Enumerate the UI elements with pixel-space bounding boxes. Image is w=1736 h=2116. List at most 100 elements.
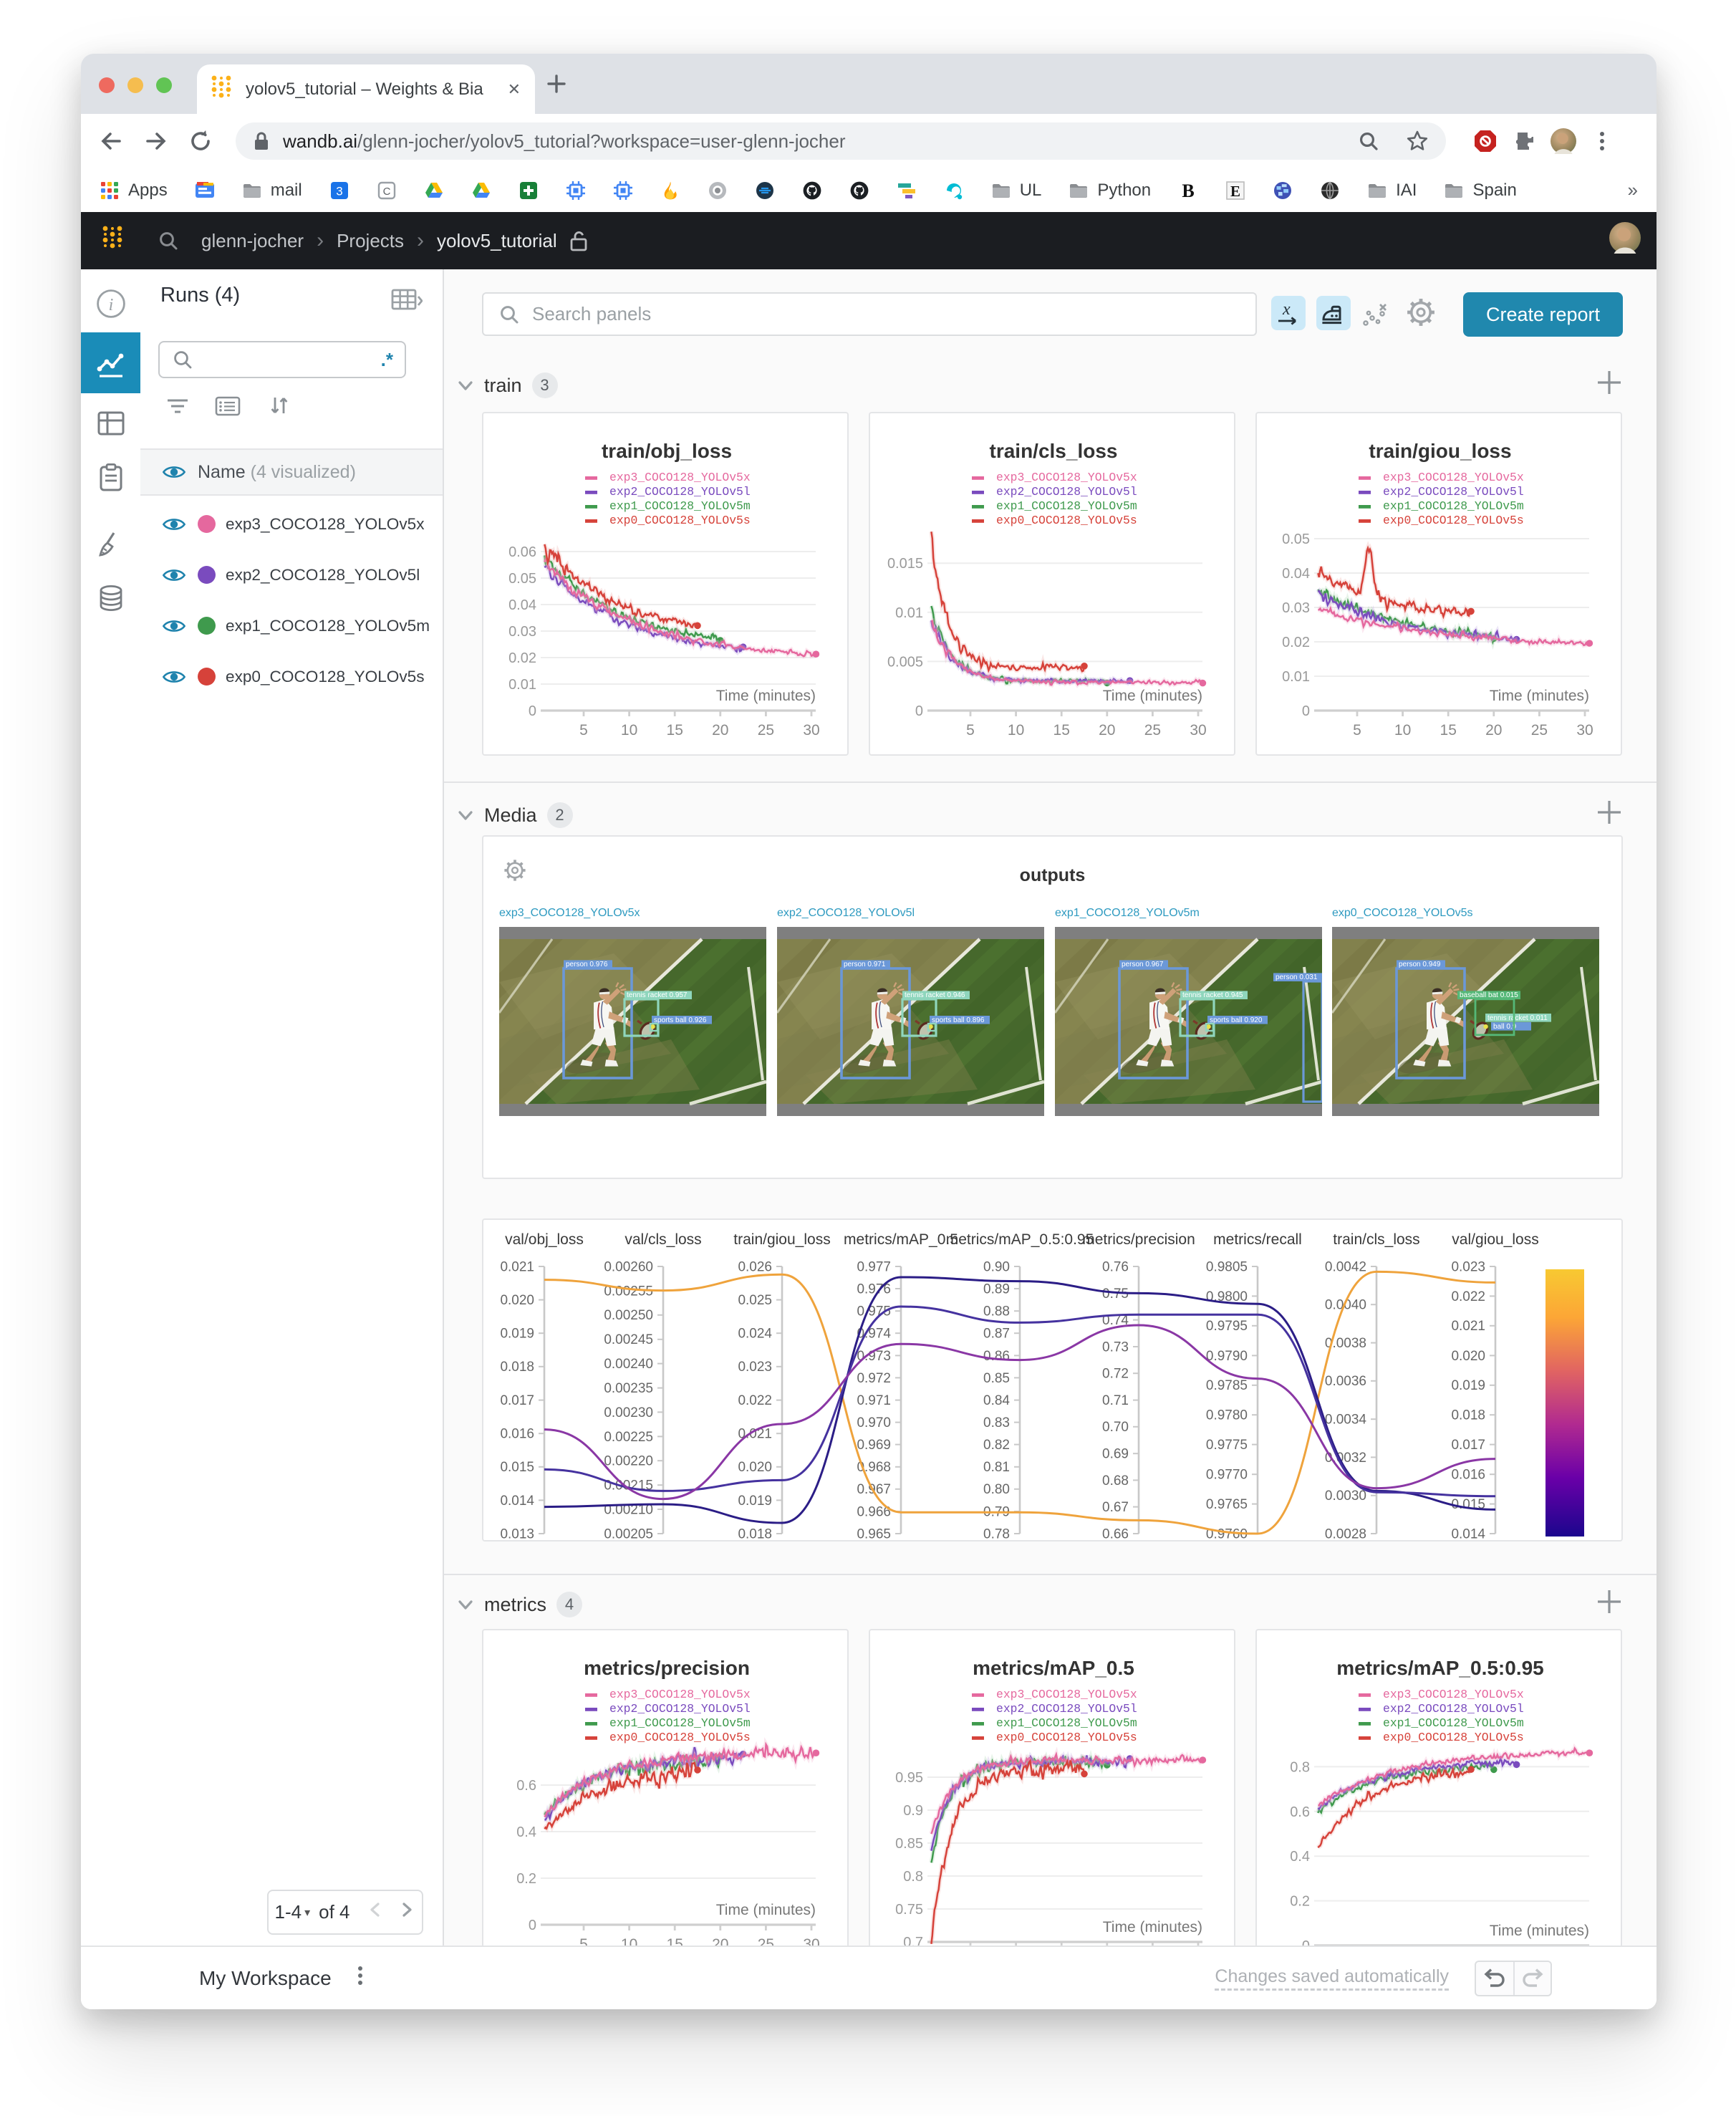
svg-text:0.02: 0.02 bbox=[508, 650, 536, 666]
svg-text:0.020: 0.020 bbox=[738, 1460, 772, 1475]
svg-text:0.972: 0.972 bbox=[857, 1371, 891, 1386]
svg-text:0.68: 0.68 bbox=[1102, 1473, 1129, 1489]
svg-text:0: 0 bbox=[529, 703, 536, 719]
svg-text:15: 15 bbox=[1440, 722, 1457, 739]
svg-text:25: 25 bbox=[1531, 722, 1548, 739]
svg-text:20: 20 bbox=[1485, 722, 1502, 739]
svg-text:0.84: 0.84 bbox=[983, 1393, 1010, 1408]
svg-text:sports ball 0.926: sports ball 0.926 bbox=[654, 1016, 707, 1024]
svg-text:0.82: 0.82 bbox=[983, 1438, 1010, 1453]
svg-text:5: 5 bbox=[579, 1936, 588, 1946]
svg-text:metrics/precision: metrics/precision bbox=[1082, 1231, 1195, 1248]
svg-text:exp3_COCO128_YOLOv5x: exp3_COCO128_YOLOv5x bbox=[996, 1688, 1137, 1701]
svg-text:0.04: 0.04 bbox=[508, 597, 536, 613]
svg-text:25: 25 bbox=[758, 722, 774, 739]
svg-text:0.9785: 0.9785 bbox=[1206, 1378, 1248, 1393]
svg-text:0.2: 0.2 bbox=[516, 1871, 536, 1887]
svg-text:0: 0 bbox=[915, 703, 923, 719]
svg-text:0.016: 0.016 bbox=[500, 1427, 534, 1442]
svg-text:metrics/mAP_0.5:0.95: metrics/mAP_0.5:0.95 bbox=[946, 1231, 1094, 1248]
svg-text:baseball bat 0.015: baseball bat 0.015 bbox=[1460, 991, 1518, 999]
svg-text:0.9775: 0.9775 bbox=[1206, 1438, 1248, 1453]
svg-text:0.022: 0.022 bbox=[1451, 1289, 1485, 1304]
svg-text:0.4: 0.4 bbox=[1290, 1849, 1310, 1865]
svg-text:3: 3 bbox=[336, 184, 342, 198]
svg-text:0.05: 0.05 bbox=[508, 571, 536, 587]
svg-text:Time (minutes): Time (minutes) bbox=[716, 1902, 816, 1918]
svg-text:0.8: 0.8 bbox=[903, 1869, 923, 1885]
svg-text:exp1_COCO128_YOLOv5m: exp1_COCO128_YOLOv5m bbox=[996, 1716, 1137, 1730]
svg-text:0.6: 0.6 bbox=[1290, 1804, 1310, 1820]
svg-text:0.86: 0.86 bbox=[983, 1349, 1010, 1364]
svg-text:30: 30 bbox=[1576, 722, 1593, 739]
svg-text:0.0040: 0.0040 bbox=[1325, 1298, 1366, 1313]
svg-text:0.022: 0.022 bbox=[738, 1393, 772, 1408]
svg-text:Time (minutes): Time (minutes) bbox=[1103, 688, 1202, 704]
svg-text:0.95: 0.95 bbox=[895, 1770, 923, 1786]
svg-text:0.0028: 0.0028 bbox=[1325, 1526, 1366, 1542]
svg-text:0.02: 0.02 bbox=[1282, 635, 1310, 650]
svg-text:0.019: 0.019 bbox=[1451, 1378, 1485, 1393]
svg-text:5: 5 bbox=[966, 722, 975, 739]
svg-text:0.0030: 0.0030 bbox=[1325, 1489, 1366, 1504]
svg-text:0.968: 0.968 bbox=[857, 1460, 891, 1475]
svg-text:0.965: 0.965 bbox=[857, 1526, 891, 1542]
svg-text:0.014: 0.014 bbox=[1451, 1526, 1485, 1542]
svg-text:10: 10 bbox=[1394, 722, 1411, 739]
svg-text:metrics/recall: metrics/recall bbox=[1213, 1231, 1302, 1248]
svg-text:0.85: 0.85 bbox=[983, 1371, 1010, 1386]
svg-text:exp2_COCO128_YOLOv5l: exp2_COCO128_YOLOv5l bbox=[996, 1702, 1137, 1716]
svg-text:0.06: 0.06 bbox=[508, 544, 536, 560]
svg-text:val/giou_loss: val/giou_loss bbox=[1452, 1231, 1538, 1248]
svg-text:0.020: 0.020 bbox=[1451, 1349, 1485, 1364]
svg-text:0.026: 0.026 bbox=[738, 1259, 772, 1274]
svg-text:x: x bbox=[1282, 300, 1291, 319]
svg-text:0.83: 0.83 bbox=[983, 1415, 1010, 1430]
svg-text:metrics/precision: metrics/precision bbox=[584, 1657, 750, 1679]
svg-text:0.05: 0.05 bbox=[1282, 532, 1310, 547]
svg-text:0.017: 0.017 bbox=[500, 1393, 534, 1408]
svg-text:exp3_COCO128_YOLOv5x: exp3_COCO128_YOLOv5x bbox=[1383, 1688, 1524, 1701]
svg-text:0.00210: 0.00210 bbox=[604, 1502, 653, 1517]
svg-text:0.76: 0.76 bbox=[1102, 1259, 1129, 1274]
svg-text:0.969: 0.969 bbox=[857, 1438, 891, 1453]
svg-text:0.81: 0.81 bbox=[983, 1460, 1010, 1475]
svg-text:0.78: 0.78 bbox=[983, 1526, 1010, 1542]
svg-text:exp2_COCO128_YOLOv5l: exp2_COCO128_YOLOv5l bbox=[1383, 1702, 1524, 1716]
svg-text:0.021: 0.021 bbox=[738, 1427, 772, 1442]
svg-text:0.01: 0.01 bbox=[895, 605, 923, 621]
svg-text:0.03: 0.03 bbox=[1282, 600, 1310, 616]
svg-text:0.0036: 0.0036 bbox=[1325, 1374, 1366, 1389]
svg-text:0.017: 0.017 bbox=[1451, 1438, 1485, 1453]
svg-text:0.85: 0.85 bbox=[895, 1836, 923, 1852]
svg-text:20: 20 bbox=[712, 722, 728, 739]
svg-text:0.9805: 0.9805 bbox=[1206, 1259, 1248, 1274]
svg-text:val/obj_loss: val/obj_loss bbox=[505, 1231, 584, 1248]
svg-text:10: 10 bbox=[621, 1936, 637, 1946]
svg-text:person 0.967: person 0.967 bbox=[1122, 961, 1164, 968]
svg-text:0.72: 0.72 bbox=[1102, 1367, 1129, 1382]
svg-text:exp0_COCO128_YOLOv5s: exp0_COCO128_YOLOv5s bbox=[1383, 514, 1524, 527]
svg-text:0.019: 0.019 bbox=[500, 1327, 534, 1342]
svg-text:0.9770: 0.9770 bbox=[1206, 1468, 1248, 1483]
svg-text:tennis racket 0.945: tennis racket 0.945 bbox=[1182, 991, 1243, 999]
svg-text:Time (minutes): Time (minutes) bbox=[1103, 1919, 1202, 1935]
svg-text:exp1_COCO128_YOLOv5m: exp1_COCO128_YOLOv5m bbox=[1383, 1716, 1524, 1730]
svg-text:0.88: 0.88 bbox=[983, 1304, 1010, 1319]
svg-text:0.014: 0.014 bbox=[500, 1494, 534, 1509]
svg-text:0.00205: 0.00205 bbox=[604, 1526, 653, 1542]
svg-text:0.69: 0.69 bbox=[1102, 1446, 1129, 1461]
svg-text:tennis racket 0.946: tennis racket 0.946 bbox=[905, 991, 965, 999]
svg-text:0.016: 0.016 bbox=[1451, 1468, 1485, 1483]
svg-text:0.013: 0.013 bbox=[500, 1526, 534, 1542]
svg-text:0: 0 bbox=[529, 1918, 536, 1933]
svg-text:0.75: 0.75 bbox=[895, 1902, 923, 1918]
svg-text:exp3_COCO128_YOLOv5x: exp3_COCO128_YOLOv5x bbox=[609, 1688, 751, 1701]
svg-text:0.67: 0.67 bbox=[1102, 1500, 1129, 1515]
svg-text:exp0_COCO128_YOLOv5s: exp0_COCO128_YOLOv5s bbox=[609, 514, 751, 527]
svg-text:E: E bbox=[1230, 183, 1240, 200]
svg-text:0.66: 0.66 bbox=[1102, 1526, 1129, 1542]
svg-text:person 0.971: person 0.971 bbox=[844, 961, 886, 968]
svg-text:20: 20 bbox=[1099, 722, 1115, 739]
svg-text:30: 30 bbox=[1190, 722, 1206, 739]
